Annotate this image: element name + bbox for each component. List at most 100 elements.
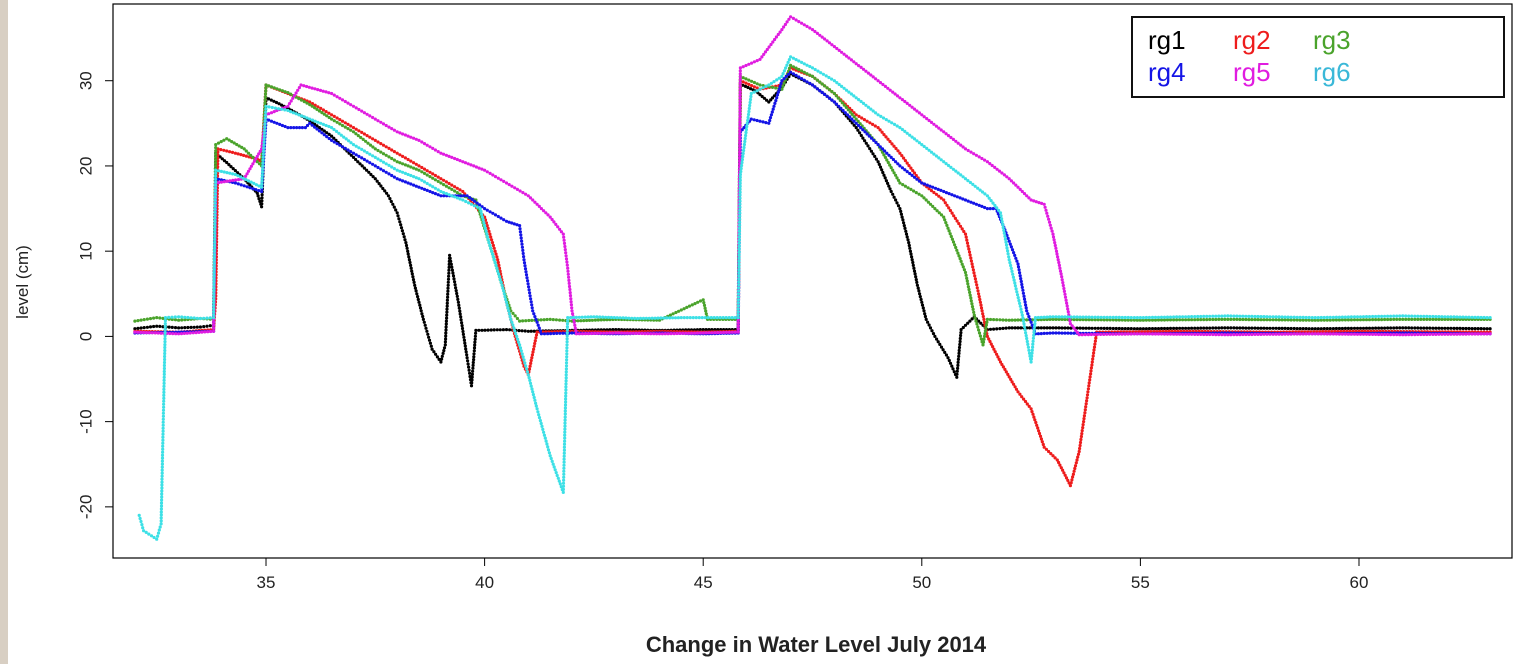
- data-point-rg2: [327, 111, 331, 115]
- data-point-rg5: [559, 230, 564, 234]
- data-point-rg3: [263, 101, 267, 105]
- data-point-rg3: [1153, 318, 1158, 322]
- data-point-rg5: [321, 89, 325, 93]
- data-point-rg1: [446, 283, 450, 287]
- data-point-rg4: [233, 181, 237, 185]
- data-point-rg3: [305, 101, 309, 105]
- data-point-rg2: [534, 336, 538, 340]
- data-point-rg1: [941, 348, 945, 352]
- data-point-rg3: [985, 320, 989, 324]
- data-point-rg2: [1081, 423, 1085, 427]
- data-point-rg3: [1437, 317, 1441, 321]
- data-point-rg5: [267, 112, 271, 116]
- data-point-rg3: [974, 319, 978, 323]
- data-point-rg1: [909, 252, 913, 256]
- data-point-rg5: [244, 174, 248, 178]
- data-point-rg4: [519, 233, 523, 237]
- data-point-rg3: [891, 168, 895, 172]
- data-point-rg3: [856, 119, 860, 123]
- data-point-rg6: [158, 525, 162, 529]
- data-point-rg5: [672, 332, 676, 336]
- data-point-rg4: [887, 153, 891, 157]
- data-point-rg1: [1028, 326, 1032, 330]
- data-point-rg3: [180, 318, 184, 322]
- data-point-rg6: [483, 224, 487, 228]
- data-point-rg1: [399, 226, 404, 230]
- data-point-rg6: [1003, 234, 1007, 238]
- data-point-rg4: [797, 75, 801, 79]
- data-point-rg5: [565, 260, 569, 264]
- data-point-rg3: [390, 156, 394, 161]
- data-point-rg6: [978, 188, 982, 192]
- data-point-rg1: [473, 337, 477, 341]
- data-point-rg3: [998, 318, 1002, 322]
- data-point-rg1: [225, 160, 229, 165]
- data-point-rg5: [573, 326, 577, 330]
- data-point-rg5: [1051, 232, 1055, 236]
- data-point-rg6: [1283, 315, 1287, 319]
- data-point-rg5: [566, 272, 570, 276]
- data-point-rg5: [1413, 333, 1417, 337]
- data-point-rg2: [1057, 460, 1061, 465]
- data-point-rg6: [1108, 315, 1112, 319]
- data-point-rg6: [219, 169, 223, 173]
- data-point-rg1: [405, 246, 409, 250]
- data-point-rg3: [232, 141, 236, 145]
- data-point-rg3: [1268, 318, 1272, 322]
- data-point-rg6: [149, 534, 154, 538]
- data-point-rg6: [212, 261, 216, 266]
- data-point-rg6: [1319, 315, 1323, 320]
- data-point-rg2: [975, 283, 979, 287]
- data-point-rg1: [896, 204, 901, 208]
- data-point-rg4: [412, 183, 416, 187]
- data-point-rg1: [992, 327, 996, 331]
- data-point-rg4: [414, 184, 418, 188]
- data-point-rg6: [861, 101, 866, 105]
- data-point-rg6: [954, 169, 958, 173]
- data-point-rg1: [887, 184, 891, 188]
- data-point-rg2: [1025, 402, 1029, 406]
- data-point-rg5: [564, 251, 568, 255]
- data-point-rg1: [454, 286, 458, 290]
- data-point-rg4: [526, 279, 530, 283]
- data-point-rg6: [213, 219, 217, 223]
- data-point-rg5: [567, 281, 571, 285]
- data-point-rg6: [425, 181, 429, 186]
- data-point-rg1: [313, 122, 317, 126]
- data-point-rg1: [1319, 327, 1323, 331]
- data-point-rg3: [1241, 317, 1245, 322]
- data-point-rg6: [213, 204, 217, 208]
- data-point-rg4: [303, 126, 307, 130]
- data-point-rg3: [320, 111, 324, 115]
- data-point-rg6: [192, 316, 196, 320]
- data-point-rg4: [387, 172, 391, 176]
- data-point-rg5: [1005, 175, 1009, 179]
- data-point-rg5: [398, 131, 402, 135]
- data-point-rg2: [461, 189, 465, 194]
- data-point-rg6: [1178, 315, 1182, 319]
- data-point-rg1: [450, 265, 454, 269]
- data-point-rg1: [400, 229, 404, 233]
- data-point-rg6: [547, 451, 552, 455]
- data-point-rg6: [1033, 316, 1038, 320]
- data-point-rg1: [421, 317, 425, 321]
- data-point-rg5: [269, 111, 274, 115]
- data-point-rg5: [893, 92, 897, 96]
- data-point-rg5: [569, 297, 573, 301]
- data-point-rg1: [415, 292, 419, 296]
- data-point-rg2: [750, 84, 754, 88]
- data-point-rg1: [957, 345, 962, 350]
- data-point-rg4: [248, 186, 252, 190]
- data-point-rg2: [338, 118, 342, 122]
- data-point-rg1: [446, 289, 450, 293]
- data-point-rg6: [922, 144, 926, 149]
- data-point-rg6: [455, 196, 459, 200]
- data-point-rg6: [180, 315, 184, 319]
- data-point-rg6: [563, 439, 567, 443]
- data-point-rg2: [1088, 378, 1092, 382]
- data-point-rg6: [659, 316, 663, 320]
- data-point-rg3: [1337, 318, 1341, 322]
- data-point-rg4: [891, 157, 896, 162]
- data-point-rg4: [843, 111, 847, 115]
- data-point-rg1: [404, 243, 409, 248]
